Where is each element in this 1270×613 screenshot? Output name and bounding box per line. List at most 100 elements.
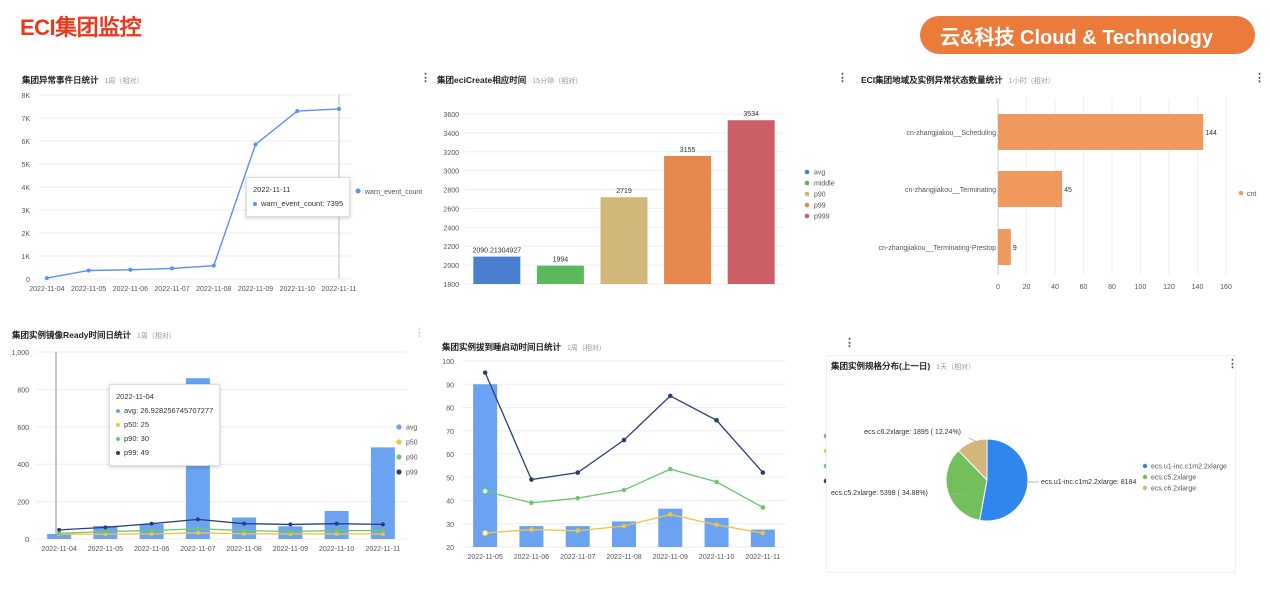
y-tick-label: 3200 bbox=[443, 150, 459, 157]
panel-title: 集团eciCreate相应时间 15分钟（相对） bbox=[437, 75, 583, 85]
data-point bbox=[529, 527, 534, 532]
series-line-p99 bbox=[59, 518, 383, 531]
legend-marker bbox=[804, 169, 810, 175]
x-tick-label: 2022-11-08 bbox=[606, 554, 641, 561]
bar-middle bbox=[536, 265, 584, 284]
data-point bbox=[760, 530, 766, 536]
legend-marker bbox=[396, 454, 402, 460]
data-point bbox=[714, 417, 719, 423]
x-tick-label: 100 bbox=[1135, 284, 1147, 291]
pie-label: ecs.c6.2xlarge: 1895 ( 12.24%) bbox=[864, 429, 961, 436]
y-tick-label: 40 bbox=[446, 499, 454, 506]
pie-label: ecs.c5.2xlarge: 5398 ( 34.88%) bbox=[831, 490, 928, 497]
chart-region-status: 0 20 40 60 80 100 120 140 160 cn-zhangjiakou__Sch… bbox=[878, 98, 1256, 291]
data-point bbox=[242, 531, 247, 536]
x-tick-label: 40 bbox=[1051, 284, 1059, 291]
series-line-p90 bbox=[59, 528, 383, 535]
legend-label: cnt bbox=[1247, 191, 1256, 198]
data-point bbox=[380, 531, 385, 536]
x-tick-label: 2022-11-11 bbox=[365, 546, 400, 553]
series-line-p50 bbox=[59, 532, 383, 535]
series-line-warn_event_count bbox=[46, 108, 340, 279]
legend-marker bbox=[804, 202, 810, 208]
data-point bbox=[621, 437, 627, 443]
legend-label: p999 bbox=[814, 214, 830, 221]
y-tick-label: 50 bbox=[446, 475, 454, 482]
panel-startup-time: 集团实例拔到睡启动时间日统计 1周（相对） ⋮ 20 30 40 50 60 70 80 90 1… bbox=[438, 337, 855, 567]
x-tick-label: 2022-11-10 bbox=[280, 286, 315, 293]
data-point bbox=[621, 523, 627, 529]
data-point bbox=[103, 529, 108, 534]
legend-label: p90 bbox=[406, 455, 418, 462]
data-point bbox=[295, 109, 300, 114]
more-options-icon[interactable]: ⋮ bbox=[1227, 358, 1238, 370]
panel-spec-distribution: 集团实例规格分布(上一日) 1天（相对） ⋮ ecs.u1-inc.c1m2.2x… bbox=[826, 355, 1238, 573]
data-label: 45 bbox=[1064, 187, 1072, 194]
data-point bbox=[195, 530, 200, 535]
legend-marker bbox=[804, 213, 810, 219]
y-tick-label: 400 bbox=[17, 462, 29, 469]
data-point bbox=[482, 370, 488, 375]
legend-label: middle bbox=[814, 181, 835, 188]
y-tick-label: 3K bbox=[21, 208, 30, 215]
y-tick-label: 30 bbox=[446, 522, 454, 529]
y-tick-label: 6K bbox=[21, 139, 30, 146]
x-tick-label: 80 bbox=[1108, 284, 1116, 291]
y-tick-label: 80 bbox=[446, 406, 454, 413]
y-tick-label: 1,000 bbox=[11, 350, 29, 357]
panel-title: 集团实例镜像Ready时间日统计 1周（相对） bbox=[12, 330, 176, 340]
x-tick-label: 2022-11-05 bbox=[467, 554, 502, 561]
data-point bbox=[211, 263, 216, 268]
legend-label: avg bbox=[406, 425, 417, 432]
data-point bbox=[760, 470, 766, 475]
legend-label: p90 bbox=[814, 192, 826, 199]
legend-label: ecs.c5.2xlarge bbox=[1151, 475, 1196, 482]
data-label: 144 bbox=[1205, 130, 1217, 137]
panel-title: 集团实例规格分布(上一日) 1天（相对） bbox=[831, 361, 976, 371]
pie-slice-ecs.c5.2xlarge bbox=[945, 449, 988, 521]
legend-marker bbox=[396, 424, 402, 430]
y-tick-label: 2800 bbox=[443, 188, 459, 195]
legend-marker bbox=[1142, 485, 1148, 491]
chart-startup-time: 20 30 40 50 60 70 80 90 100 2022-11-05 2022-11-06 2… bbox=[442, 359, 829, 561]
data-point bbox=[667, 393, 673, 399]
x-tick-label: 2022-11-04 bbox=[29, 286, 64, 293]
data-label: 2090.21304927 bbox=[472, 248, 521, 255]
more-options-icon[interactable]: ⋮ bbox=[420, 72, 431, 84]
data-point bbox=[242, 528, 247, 533]
x-tick-label: 2022-11-06 bbox=[514, 554, 549, 561]
data-point bbox=[760, 505, 766, 510]
pie-label: ecs.u1-inc.c1m2.2xlarge: 8184 bbox=[1041, 479, 1136, 486]
tooltip: 2022-11-04 avg: 26.928256745707277 p50: … bbox=[109, 384, 221, 466]
panel-event-count: 集团异常事件日统计 1周（相对） ⋮ 0 1K 2K 3K 4K 5K 6K 7K 8K 2022-… bbox=[18, 70, 431, 298]
tooltip: 2022-11-11 warn_event_count: 7395 bbox=[246, 177, 351, 217]
y-tick-label: 2200 bbox=[443, 244, 459, 251]
x-tick-label: 2022-11-07 bbox=[560, 554, 595, 561]
data-point bbox=[195, 526, 200, 531]
more-options-icon[interactable]: ⋮ bbox=[1254, 72, 1265, 84]
panel-title: 集团异常事件日统计 1周（相对） bbox=[22, 75, 144, 85]
data-label: 2719 bbox=[616, 188, 632, 195]
x-tick-label: 2022-11-09 bbox=[653, 554, 688, 561]
x-tick-label: 2022-11-11 bbox=[322, 286, 357, 293]
y-tick-label: 0 bbox=[25, 537, 29, 544]
more-options-icon[interactable]: ⋮ bbox=[837, 72, 848, 84]
data-point bbox=[380, 528, 385, 533]
x-tick-label: 140 bbox=[1192, 284, 1204, 291]
data-point bbox=[253, 142, 258, 147]
more-options-icon[interactable]: ⋮ bbox=[844, 337, 855, 349]
y-tick-label: 8K bbox=[21, 93, 30, 100]
legend-marker bbox=[1142, 463, 1148, 469]
chart-event-count: 0 1K 2K 3K 4K 5K 6K 7K 8K 2022-11-04 2022-11-05 202… bbox=[21, 93, 422, 293]
bar-avg bbox=[232, 517, 257, 539]
data-point bbox=[242, 521, 247, 526]
more-options-icon[interactable]: ⋮ bbox=[414, 327, 425, 339]
x-tick-label: 2022-11-10 bbox=[319, 546, 354, 553]
x-tick-label: 2022-11-07 bbox=[154, 286, 189, 293]
data-point bbox=[128, 267, 133, 272]
y-tick-label: 200 bbox=[17, 500, 29, 507]
panel-title: 集团实例拔到睡启动时间日统计 1周（相对） bbox=[442, 342, 606, 352]
y-tick-label: cn-zhangjiakou__Scheduling bbox=[906, 130, 996, 137]
data-point bbox=[334, 531, 339, 536]
